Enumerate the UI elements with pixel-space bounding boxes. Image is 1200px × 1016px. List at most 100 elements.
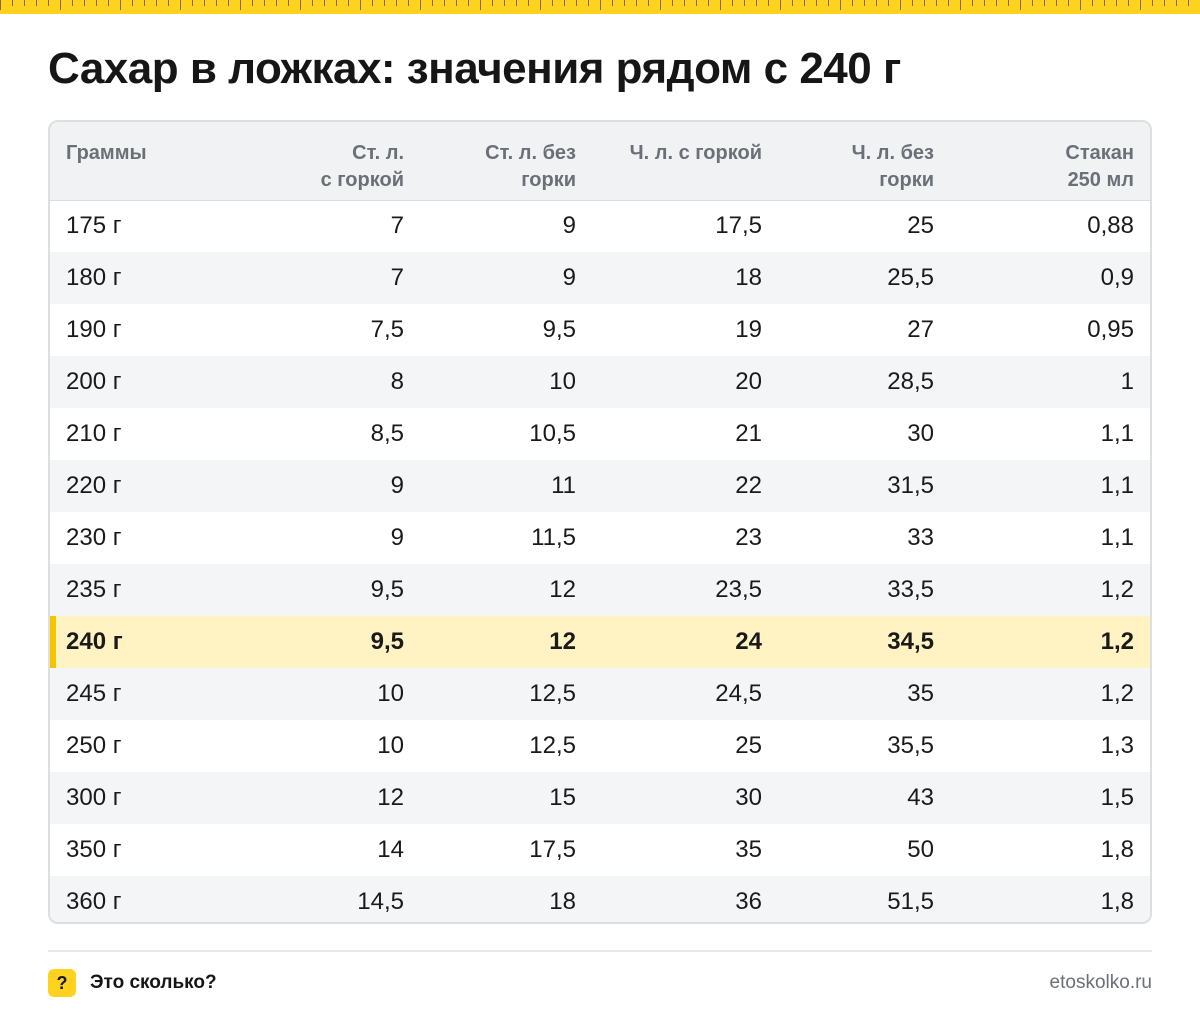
- grams-cell: 350 г: [66, 836, 122, 863]
- column-header-line: горки: [521, 169, 576, 191]
- table-body: 175 г 7 9 17,5 25 0,88 180 г 7 9 18 25,5 0,9 190 г 7,…: [50, 200, 1150, 922]
- value-cell: 18: [592, 252, 778, 304]
- grams-cell: 200 г: [50, 356, 250, 408]
- value-cell: 12,5: [529, 732, 576, 759]
- value-cell: 0,9: [950, 252, 1150, 304]
- value-cell: 21: [735, 420, 762, 447]
- grams-cell: 240 г: [50, 616, 250, 668]
- table-row: 245 г 10 12,5 24,5 35 1,2: [50, 668, 1150, 720]
- grams-cell: 245 г: [50, 668, 250, 720]
- value-cell: 10,5: [529, 420, 576, 447]
- column-header: Ст. л. с горкой: [250, 122, 420, 201]
- brand-name: Это сколько?: [90, 972, 217, 993]
- value-cell: 17,5: [529, 836, 576, 863]
- value-cell: 9: [420, 252, 592, 304]
- column-header-line: Ч. л. без: [851, 142, 934, 164]
- value-cell: 1,1: [1100, 420, 1134, 447]
- value-cell: 1,1: [950, 460, 1150, 512]
- value-cell: 17,5: [715, 212, 762, 240]
- grams-cell: 180 г: [50, 252, 250, 304]
- value-cell: 23: [735, 524, 762, 551]
- ruler-ticks: [0, 0, 1189, 10]
- footer-divider: [48, 950, 1152, 952]
- column-header: Ч. л. без горки: [778, 122, 950, 201]
- value-cell: 35: [735, 836, 762, 863]
- value-cell: 24: [592, 616, 778, 668]
- value-cell: 1,2: [950, 564, 1150, 616]
- value-cell: 9,5: [250, 616, 420, 668]
- value-cell: 0,95: [1087, 316, 1134, 343]
- value-cell: 9,5: [250, 564, 420, 616]
- value-cell: 25,5: [778, 252, 950, 304]
- column-header-line: Стакан: [1065, 142, 1134, 164]
- value-cell: 27: [907, 316, 934, 343]
- grams-cell: 300 г: [50, 772, 250, 824]
- column-header: Граммы: [50, 122, 250, 201]
- value-cell: 1,1: [1100, 524, 1134, 551]
- value-cell: 33: [907, 524, 934, 551]
- value-cell: 1,8: [950, 876, 1150, 922]
- column-header-line: Граммы: [66, 142, 147, 164]
- table-row: 300 г 12 15 30 43 1,5: [50, 772, 1150, 824]
- value-cell: 7: [390, 212, 404, 240]
- table-row: 250 г 10 12,5 25 35,5 1,3: [50, 720, 1150, 772]
- value-cell: 18: [420, 876, 592, 922]
- value-cell: 1,8: [1100, 836, 1134, 863]
- value-cell: 11,5: [531, 524, 576, 551]
- value-cell: 8: [250, 356, 420, 408]
- column-header-line: горки: [879, 169, 934, 191]
- table-row: 350 г 14 17,5 35 50 1,8: [50, 824, 1150, 876]
- value-cell: 35,5: [887, 732, 934, 759]
- question-icon: ?: [48, 969, 76, 997]
- table-row: 180 г 7 9 18 25,5 0,9: [50, 252, 1150, 304]
- value-cell: 1,2: [950, 616, 1150, 668]
- value-cell: 35: [778, 668, 950, 720]
- value-cell: 1,5: [950, 772, 1150, 824]
- value-cell: 36: [592, 876, 778, 922]
- grams-cell: 175 г: [66, 212, 122, 240]
- grams-cell: 230 г: [66, 524, 122, 551]
- column-header-line: с горкой: [320, 169, 404, 191]
- value-cell: 30: [907, 420, 934, 447]
- grams-cell: 360 г: [50, 876, 250, 922]
- value-cell: 50: [907, 836, 934, 863]
- value-cell: 9,5: [542, 316, 576, 343]
- value-cell: 1: [950, 356, 1150, 408]
- ruler-strip: [0, 0, 1200, 14]
- column-header-line: Ст. л. без: [485, 142, 576, 164]
- value-cell: 10: [420, 356, 592, 408]
- value-cell: 34,5: [778, 616, 950, 668]
- column-header: Стакан 250 мл: [950, 122, 1150, 201]
- value-cell: 9: [250, 460, 420, 512]
- table-row: 235 г 9,5 12 23,5 33,5 1,2: [50, 564, 1150, 616]
- value-cell: 14: [377, 836, 404, 863]
- value-cell: 11: [420, 460, 592, 512]
- value-cell: 10: [250, 668, 420, 720]
- table-row: 230 г 9 11,5 23 33 1,1: [50, 512, 1150, 564]
- grams-cell: 220 г: [50, 460, 250, 512]
- value-cell: 0,88: [1087, 212, 1134, 240]
- value-cell: 9: [390, 524, 404, 551]
- value-cell: 33,5: [778, 564, 950, 616]
- value-cell: 25: [907, 212, 934, 240]
- table-row: 200 г 8 10 20 28,5 1: [50, 356, 1150, 408]
- conversion-table: Граммы Ст. л. с горкой Ст. л. без горки Ч. л.…: [48, 120, 1152, 924]
- column-header: Ч. л. с горкой: [592, 122, 778, 201]
- grams-cell: 250 г: [66, 732, 122, 759]
- value-cell: 7,5: [370, 316, 404, 343]
- value-cell: 25: [735, 732, 762, 759]
- value-cell: 31,5: [778, 460, 950, 512]
- value-cell: 28,5: [778, 356, 950, 408]
- site-url: etoskolko.ru: [1049, 972, 1152, 993]
- value-cell: 22: [592, 460, 778, 512]
- value-cell: 51,5: [778, 876, 950, 922]
- value-cell: 7: [250, 252, 420, 304]
- value-cell: 9: [562, 212, 576, 240]
- table-header-row: Граммы Ст. л. с горкой Ст. л. без горки Ч. л.…: [50, 122, 1150, 201]
- value-cell: 20: [592, 356, 778, 408]
- grams-cell: 210 г: [66, 420, 122, 447]
- value-cell: 12: [420, 564, 592, 616]
- grams-cell: 235 г: [50, 564, 250, 616]
- value-cell: 8,5: [370, 420, 404, 447]
- value-cell: 12: [420, 616, 592, 668]
